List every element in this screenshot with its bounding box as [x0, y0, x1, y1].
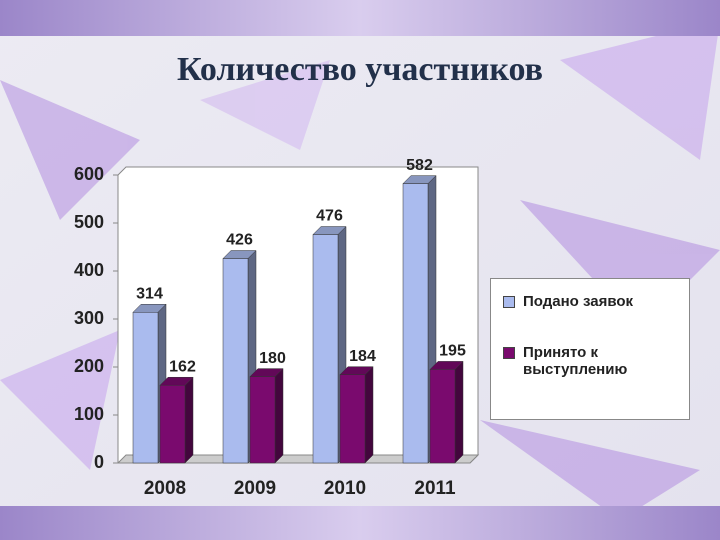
bar	[429, 369, 456, 464]
bar	[249, 376, 276, 464]
bar	[402, 183, 429, 464]
bar	[312, 234, 339, 464]
legend-item: Подано заявок	[503, 293, 681, 310]
legend-swatch	[503, 296, 515, 308]
y-tick-label: 100	[74, 404, 104, 424]
legend: Подано заявок Принято к выступлению	[490, 278, 690, 420]
bar-side	[184, 376, 194, 464]
y-tick-label: 400	[74, 260, 104, 280]
x-tick-label: 2009	[234, 478, 276, 499]
bottom-band	[0, 506, 720, 540]
legend-item: Принято к выступлению	[503, 344, 681, 378]
data-label: 476	[316, 208, 343, 225]
legend-label: Подано заявок	[523, 293, 634, 310]
bar	[339, 374, 366, 464]
x-tick-label: 2011	[414, 478, 456, 499]
data-label: 180	[259, 350, 286, 367]
y-tick-label: 200	[74, 356, 104, 376]
x-tick-label: 2008	[144, 478, 186, 499]
decoration	[0, 20, 720, 520]
bar-side	[454, 360, 464, 464]
data-label: 195	[439, 343, 466, 360]
y-tick-label: 600	[74, 164, 104, 184]
bar-side	[364, 366, 374, 464]
top-band	[0, 0, 720, 36]
y-tick-label: 0	[94, 452, 104, 472]
legend-swatch	[503, 347, 515, 359]
y-tick-label: 500	[74, 212, 104, 232]
bar	[159, 384, 186, 464]
x-tick-label: 2010	[324, 478, 366, 499]
data-label: 582	[406, 157, 433, 174]
chart-title: Количество участников	[177, 51, 543, 88]
data-label: 184	[349, 348, 376, 365]
legend-label: Принято к выступлению	[523, 344, 628, 378]
bar	[222, 258, 249, 464]
bar-side	[274, 367, 284, 464]
data-label: 162	[169, 358, 196, 375]
data-label: 314	[136, 285, 163, 302]
data-label: 426	[226, 232, 253, 249]
y-tick-label: 300	[74, 308, 104, 328]
bar	[132, 312, 159, 464]
